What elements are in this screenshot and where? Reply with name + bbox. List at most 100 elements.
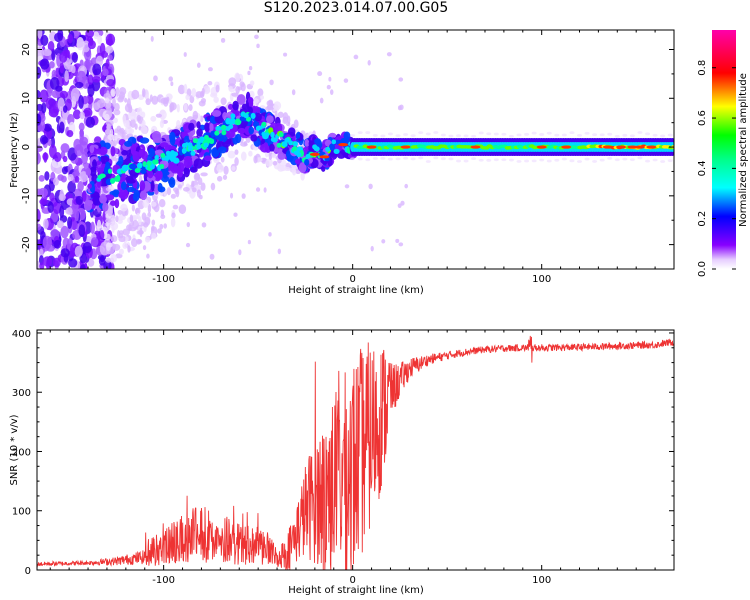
spectrogram-cell (314, 138, 321, 145)
spectrogram-cell (150, 180, 155, 192)
spectrogram-cell (72, 109, 81, 120)
spectrogram-cell (107, 54, 113, 62)
spectrogram-cell (576, 134, 582, 137)
spectrogram-cell (210, 92, 218, 98)
spectrogram-cell (85, 116, 96, 128)
spectrogram-cell (92, 63, 102, 76)
spectrogram-cell (256, 43, 260, 49)
spectrogram-cell (652, 133, 658, 137)
spectrogram-cell (99, 173, 106, 179)
spectrogram-cell (584, 157, 590, 161)
spectrogram-cell (124, 140, 133, 147)
spectrogram-cell (59, 205, 65, 219)
spectrogram-cell (51, 69, 57, 78)
snr-y-axis-label: SNR (10 * v/v) (9, 414, 20, 485)
spectrogram-cell (99, 155, 110, 164)
y-tick-label: 10 (21, 92, 32, 105)
spectrogram-cell (231, 166, 236, 171)
spectrogram-cell (277, 111, 284, 118)
spectrogram-cell (57, 97, 65, 112)
spectrogram-cell (96, 167, 104, 174)
spectrogram-cell (645, 159, 651, 163)
spectrogram-cell (49, 192, 55, 202)
spectrogram-cell (117, 219, 123, 224)
spectrogram-cell (157, 228, 162, 234)
spectrogram-cell (248, 65, 253, 71)
spectrogram-cell (501, 132, 507, 136)
spectrogram-cell (181, 143, 187, 149)
spectrogram-cell (121, 135, 130, 140)
y-tick-label: 300 (12, 388, 31, 399)
spectrogram-cell (261, 138, 266, 145)
spectrogram-cell (263, 187, 267, 193)
spectrogram-cell (629, 158, 635, 162)
spectrogram-cell (52, 257, 61, 268)
spectrogram-cell (277, 152, 286, 160)
spectrogram-cell (236, 94, 246, 105)
spectrogram-cell (132, 219, 139, 230)
spectrogram-cell (288, 140, 294, 146)
spectrogram-cell (204, 122, 210, 133)
spectrogram-cell (105, 218, 112, 224)
spectrogram-cell (56, 220, 64, 229)
spectrogram-cell (265, 106, 272, 111)
spectrogram-cell (198, 152, 204, 158)
spectrogram-cell (37, 113, 42, 126)
spectrogram-cell (291, 89, 296, 96)
spectrogram-cell (39, 262, 45, 269)
spectrogram-cell (501, 158, 507, 162)
spectrogram-cell (85, 30, 94, 38)
spectrogram-cell (172, 204, 179, 210)
spectrogram-cell (87, 183, 92, 189)
spectrogram-cell (196, 62, 201, 68)
spectrogram-cell (350, 157, 356, 161)
spectrogram-cell (634, 145, 645, 149)
spectrogram-cell (39, 58, 50, 70)
spectrogram-cell (115, 215, 119, 223)
spectrogram-cell (41, 136, 49, 144)
spectrogram-cell (281, 141, 288, 148)
spectrogram-cell (380, 134, 386, 138)
spectrogram-cell (85, 167, 92, 176)
spectrogram-cell (169, 102, 175, 112)
spectrogram-cell (67, 180, 76, 194)
spectrogram-cell (268, 232, 272, 237)
spectrogram-cell (160, 142, 169, 148)
spectrogram-cell (59, 189, 64, 201)
spectrogram-cell (232, 100, 239, 111)
spectrogram-cell (106, 78, 116, 87)
spectrogram-cell (478, 158, 484, 162)
spectrogram-cell (81, 151, 89, 165)
spectrogram-cell (136, 114, 142, 122)
spectrogram-cell (90, 237, 99, 247)
spectrogram-cell (228, 77, 237, 86)
colorbar: 0.0 0.2 0.4 0.6 0.8 Normalized spectral ampl… (697, 30, 749, 277)
spectrogram-cell (569, 131, 575, 135)
spectrogram-cell (125, 125, 132, 135)
spectrogram-cell (151, 201, 157, 207)
spectrogram-cell (196, 121, 201, 129)
spectrogram-cell (539, 158, 545, 162)
spectrogram-cell (177, 162, 185, 173)
spectrogram-cell (110, 254, 118, 263)
spectrogram-cell (141, 212, 147, 221)
spectrogram-cell (87, 74, 94, 85)
spectrogram-cell (268, 151, 273, 160)
spectrogram-cell (338, 143, 349, 147)
spectrogram-cell (201, 222, 207, 228)
spectrogram-cell (191, 187, 197, 193)
spectrogram-cell (130, 118, 136, 128)
spectrogram-cell (85, 199, 94, 206)
spectrogram-cell (265, 115, 274, 124)
spectrogram-cell (216, 163, 224, 173)
spectrogram-cell (188, 122, 195, 131)
spectrogram-cell (43, 218, 49, 230)
spectrogram-cell (524, 159, 530, 163)
spectrogram-cell (248, 126, 254, 135)
spectrogram-cell (172, 157, 180, 164)
spectrogram-cell (134, 207, 141, 215)
spectrogram-cell (343, 131, 351, 141)
spectrogram-cell (386, 52, 392, 57)
spectrogram-cell (333, 148, 340, 155)
spectrogram-cell (127, 111, 136, 120)
